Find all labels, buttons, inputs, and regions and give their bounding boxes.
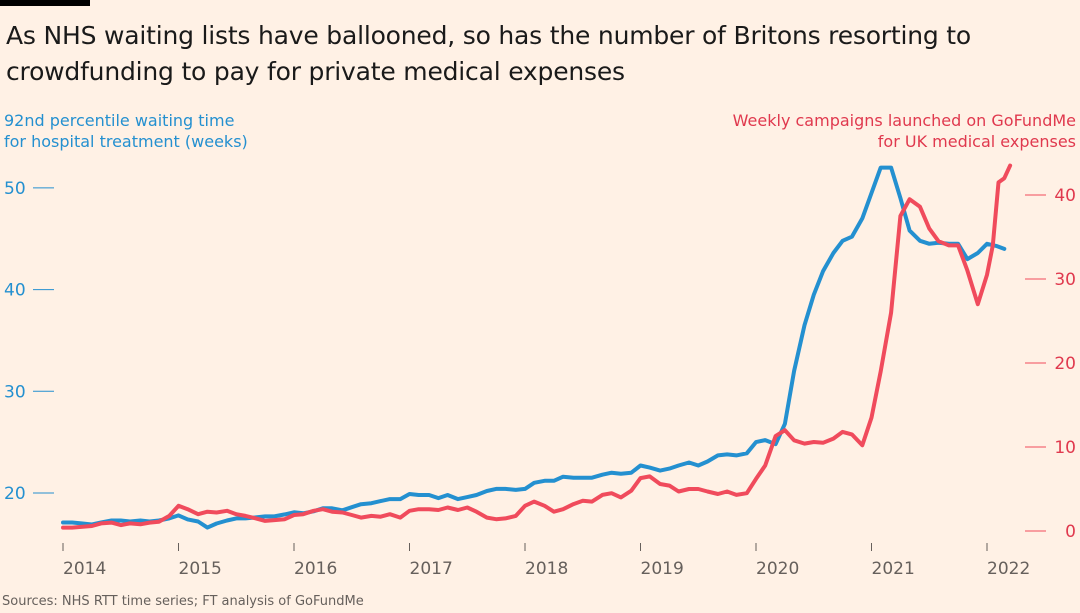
x-tick-label: 2015 [179, 559, 222, 579]
left-axis-label: 92nd percentile waiting time for hospita… [4, 110, 248, 152]
x-tick-label: 2022 [987, 559, 1030, 579]
right-axis-label: Weekly campaigns launched on GoFundMe fo… [733, 110, 1076, 152]
right-axis-label-line2: for UK medical expenses [877, 132, 1076, 151]
left-tick-label: 30 [4, 382, 26, 402]
right-tick-label: 0 [1065, 522, 1076, 542]
left-tick-label: 40 [4, 281, 26, 301]
right-tick-label: 30 [1054, 270, 1076, 290]
x-tick-label: 2019 [641, 559, 684, 579]
left-axis-label-line2: for hospital treatment (weeks) [4, 132, 248, 151]
source-note: Sources: NHS RTT time series; FT analysi… [2, 594, 364, 609]
series-lines [61, 163, 1013, 530]
brand-bar [0, 0, 90, 6]
left-tick-label: 20 [4, 484, 26, 504]
right-tick-label: 10 [1054, 438, 1076, 458]
left-axis: 20 30 40 50 [4, 179, 54, 504]
chart-title: As NHS waiting lists have ballooned, so … [6, 21, 971, 86]
x-tick-label: 2021 [872, 559, 915, 579]
campaigns-line [61, 163, 1013, 530]
x-axis: 2014 2015 2016 2017 2018 2019 2020 2021 2022 [62, 543, 1030, 579]
right-axis-label-line1: Weekly campaigns launched on GoFundMe [732, 111, 1076, 130]
waiting-time-line [61, 165, 1007, 530]
x-tick-label: 2020 [756, 559, 799, 579]
x-tick-label: 2018 [525, 559, 568, 579]
right-axis: 0 10 20 30 40 [1025, 186, 1076, 542]
left-tick-label: 50 [4, 179, 26, 199]
right-tick-label: 40 [1054, 186, 1076, 206]
x-tick-label: 2016 [294, 559, 337, 579]
x-tick-label: 2017 [410, 559, 453, 579]
left-axis-label-line1: 92nd percentile waiting time [4, 111, 235, 130]
right-tick-label: 20 [1054, 354, 1076, 374]
x-tick-label: 2014 [63, 559, 106, 579]
